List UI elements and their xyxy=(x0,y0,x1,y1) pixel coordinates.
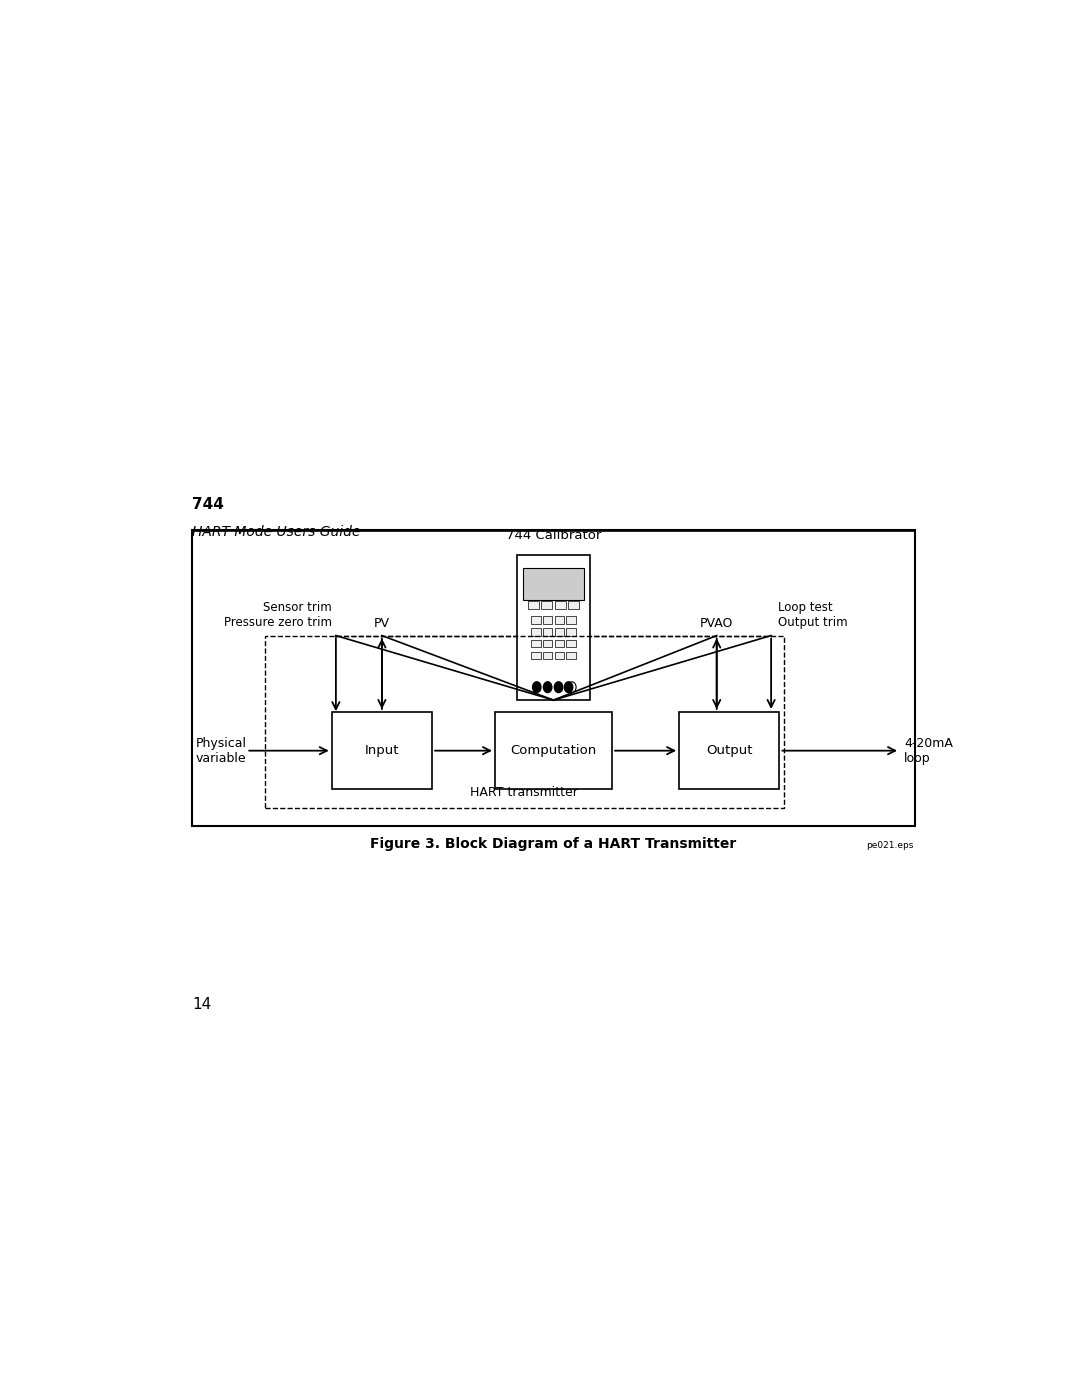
Text: HART transmitter: HART transmitter xyxy=(470,787,578,799)
Bar xyxy=(531,640,540,647)
Bar xyxy=(555,629,564,636)
Text: 4-20mA
loop: 4-20mA loop xyxy=(904,736,953,764)
Bar xyxy=(541,601,552,609)
Bar xyxy=(567,640,576,647)
Circle shape xyxy=(543,682,552,693)
Text: 744: 744 xyxy=(192,497,224,511)
Bar xyxy=(567,616,576,623)
Bar xyxy=(265,636,784,807)
Circle shape xyxy=(554,682,563,693)
Text: Loop test
Output trim: Loop test Output trim xyxy=(778,601,848,629)
Bar xyxy=(567,629,576,636)
Text: Sensor trim
Pressure zero trim: Sensor trim Pressure zero trim xyxy=(224,601,332,629)
Bar xyxy=(567,651,576,659)
Bar xyxy=(555,616,564,623)
Bar xyxy=(528,601,539,609)
Text: Input: Input xyxy=(365,745,400,757)
Bar xyxy=(568,601,579,609)
Circle shape xyxy=(532,682,541,693)
Bar xyxy=(679,712,780,789)
Bar xyxy=(543,640,552,647)
Text: PVAO: PVAO xyxy=(700,617,733,630)
Text: Output: Output xyxy=(706,745,753,757)
Bar xyxy=(516,555,591,700)
Text: pe021.eps: pe021.eps xyxy=(866,841,914,849)
Text: PV: PV xyxy=(374,617,390,630)
Bar xyxy=(543,629,552,636)
Text: 14: 14 xyxy=(192,997,212,1011)
Bar xyxy=(555,651,564,659)
Bar xyxy=(531,616,540,623)
Bar xyxy=(531,629,540,636)
Text: HART Mode Users Guide: HART Mode Users Guide xyxy=(192,525,361,539)
Text: 744 Calibrator: 744 Calibrator xyxy=(505,529,602,542)
Text: Computation: Computation xyxy=(511,745,596,757)
Bar xyxy=(555,640,564,647)
Bar xyxy=(555,601,566,609)
Bar xyxy=(531,651,540,659)
Bar xyxy=(543,651,552,659)
Bar xyxy=(192,529,915,826)
Text: Physical
variable: Physical variable xyxy=(197,736,247,764)
Bar xyxy=(332,712,432,789)
Bar xyxy=(543,616,552,623)
Text: Figure 3. Block Diagram of a HART Transmitter: Figure 3. Block Diagram of a HART Transm… xyxy=(370,837,737,851)
Circle shape xyxy=(565,682,572,693)
Bar xyxy=(495,712,612,789)
Bar xyxy=(523,567,584,601)
